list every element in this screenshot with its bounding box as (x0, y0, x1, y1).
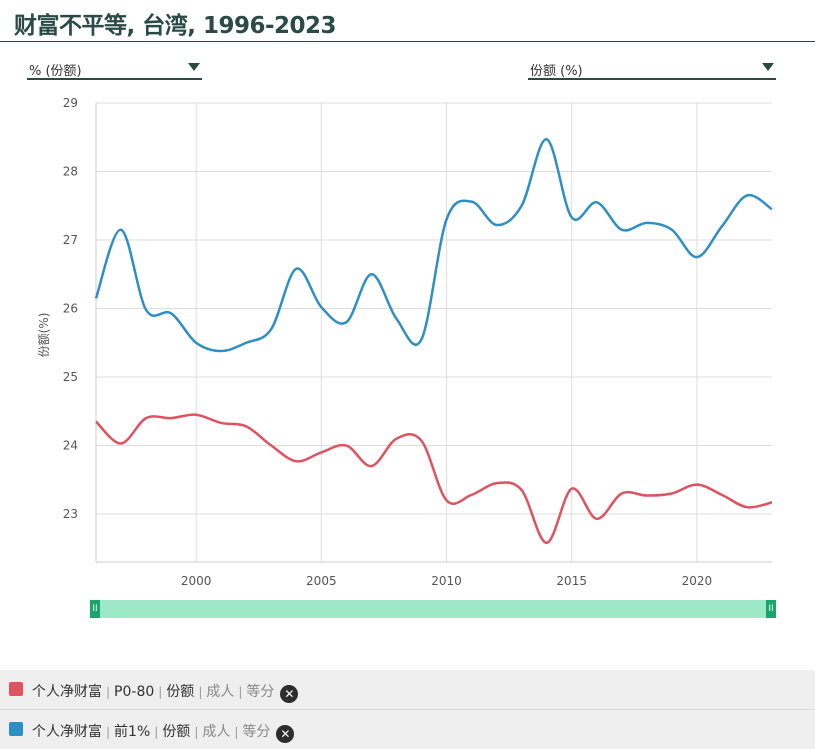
x-tick-label: 2020 (682, 574, 713, 588)
series-line-p0-80[interactable] (95, 413, 773, 545)
legend-measure: 份额 (162, 724, 191, 740)
y-tick-label: 29 (63, 96, 78, 110)
legend-item-p0-80: 个人净财富 | P0-80 | 份额 | 成人 | 等分 ✕ (0, 670, 815, 710)
chevron-down-icon (188, 63, 200, 71)
chevron-down-icon (762, 63, 774, 71)
series-color-swatch (9, 682, 23, 696)
y-tick-label: 28 (63, 165, 78, 179)
x-tick-label: 2005 (306, 574, 337, 588)
title-divider (0, 41, 815, 42)
y-axis-label: 份额(%) (37, 313, 51, 358)
y-tick-labels: 23 24 25 26 27 28 29 (63, 96, 78, 521)
series-lines (94, 138, 773, 545)
chart-grid (95, 102, 772, 563)
legend-unit: 等分 (242, 724, 271, 740)
range-slider-right-handle[interactable]: II (766, 600, 776, 618)
legend-population: 成人 (206, 684, 235, 700)
x-tick-label: 2000 (181, 574, 212, 588)
series-color-swatch (9, 722, 23, 736)
line-chart: 23 24 25 26 27 28 29 2000 2005 2010 2015 2020 份额(%… (37, 96, 773, 588)
legend-group: 前1% (114, 724, 151, 740)
range-slider[interactable]: II II (90, 600, 776, 618)
close-icon[interactable]: ✕ (280, 685, 299, 703)
legend-indicator: 个人净财富 (32, 684, 102, 700)
measure-select-label: 份额 (%) (530, 64, 583, 79)
series-line-top1[interactable] (94, 138, 773, 353)
x-tick-labels: 2000 2005 2010 2015 2020 (181, 574, 712, 588)
legend-unit: 等分 (246, 684, 275, 700)
x-tick-label: 2010 (431, 574, 462, 588)
measure-select[interactable]: 份额 (%) (528, 56, 776, 80)
y-tick-label: 25 (63, 370, 78, 384)
y-tick-label: 26 (63, 302, 78, 316)
range-slider-left-handle[interactable]: II (90, 600, 100, 618)
legend-item-top1: 个人净财富 | 前1% | 份额 | 成人 | 等分 ✕ (0, 710, 815, 749)
legend-group: P0-80 (114, 684, 155, 700)
legend-measure: 份额 (166, 684, 195, 700)
unit-select[interactable]: % (份额) (27, 56, 202, 80)
y-tick-label: 24 (63, 439, 78, 453)
x-tick-label: 2015 (556, 574, 587, 588)
page-title: 财富不平等, 台湾, 1996-2023 (14, 13, 337, 39)
y-tick-label: 27 (63, 233, 78, 247)
close-icon[interactable]: ✕ (276, 725, 295, 743)
y-tick-label: 23 (63, 507, 78, 521)
legend-population: 成人 (202, 724, 231, 740)
legend-indicator: 个人净财富 (32, 724, 102, 740)
unit-select-label: % (份额) (29, 64, 82, 79)
